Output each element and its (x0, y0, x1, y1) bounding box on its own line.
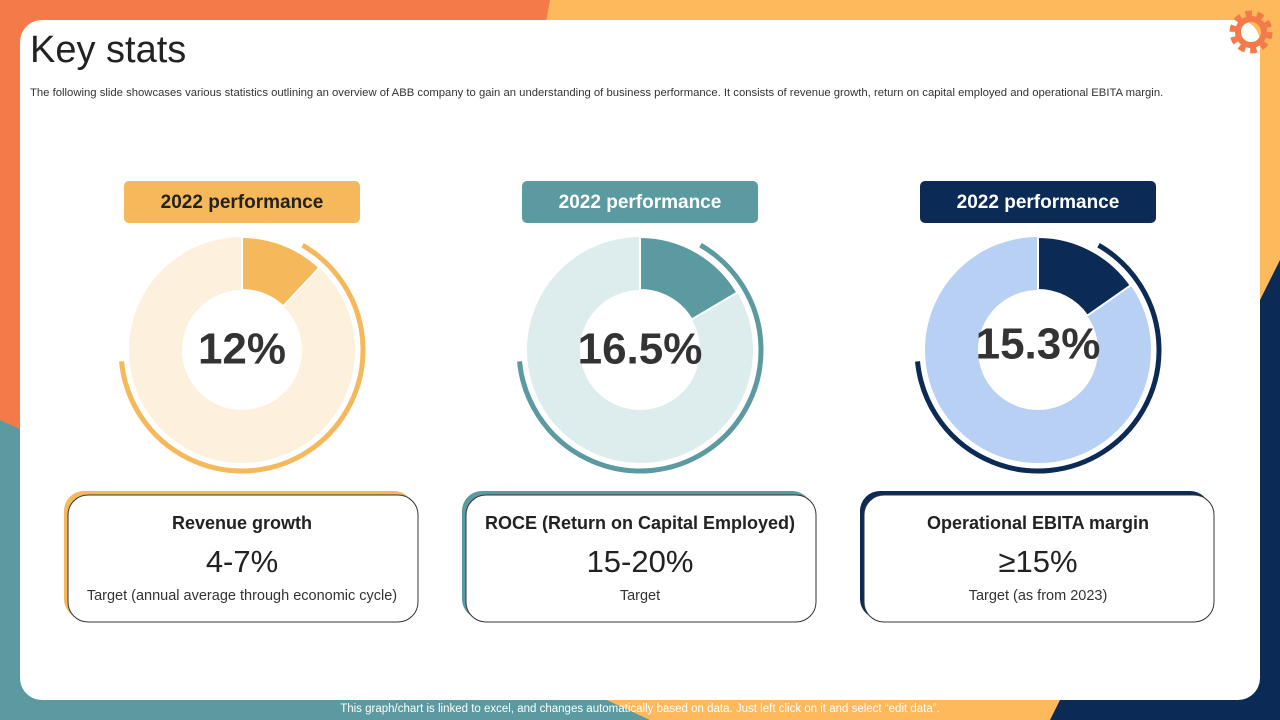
description: The following slide showcases various st… (30, 87, 1163, 99)
outer-ring (119, 243, 366, 474)
donut-title: 2022 performance (957, 192, 1120, 213)
donut-title: 2022 performance (559, 192, 722, 213)
donut-title: 2022 performance (161, 192, 324, 213)
card-title: Operational EBITA margin (927, 513, 1149, 533)
center-label: 12% (198, 325, 286, 374)
card (465, 494, 817, 623)
gear-icon (1229, 10, 1273, 54)
footer: This graph/chart is linked to excel, and… (340, 703, 940, 715)
card-title: ROCE (Return on Capital Employed) (485, 513, 795, 533)
title: Key stats (30, 29, 186, 71)
donut-segment (1037, 235, 1133, 318)
card-title: Revenue growth (172, 513, 312, 533)
card (67, 494, 419, 623)
title-pill (920, 181, 1156, 223)
donut-segment (639, 235, 739, 321)
center-label: 16.5% (578, 325, 703, 374)
card-note: Target (as from 2023) (969, 588, 1108, 604)
card-note: Target (annual average through economic … (87, 588, 397, 604)
card-value: ≥15% (998, 544, 1077, 579)
card (863, 494, 1215, 623)
card-value: 15-20% (587, 544, 694, 579)
donut-segment (241, 235, 321, 308)
card-value: 4-7% (206, 544, 278, 579)
title-pill (124, 181, 360, 223)
outer-ring (517, 243, 764, 474)
center-label: 15.3% (976, 320, 1101, 369)
card-note: Target (620, 588, 660, 604)
title-pill (522, 181, 758, 223)
outer-ring (915, 243, 1162, 474)
